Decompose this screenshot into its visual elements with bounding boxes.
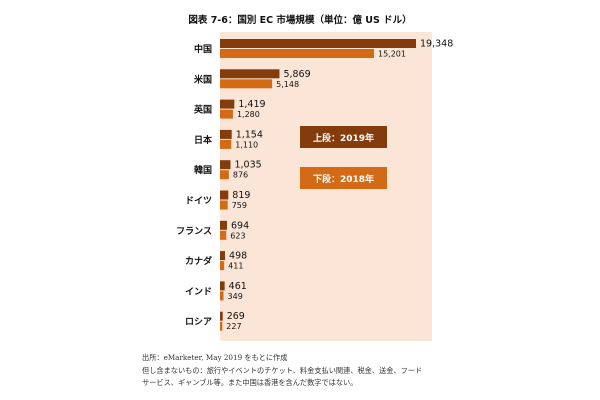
source-note: 出所：eMarketer, May 2019 をもとに作成 <box>142 353 288 362</box>
bar-下段：2018年-7 <box>220 261 225 271</box>
category-label: インド <box>185 286 212 297</box>
value-label-上段：2019年-6: 694 <box>231 220 249 231</box>
bar-上段：2019年-8 <box>220 281 225 291</box>
bar-下段：2018年-5 <box>220 200 228 210</box>
bar-下段：2018年-6 <box>220 230 227 240</box>
exclusion-note-line-2: サービス、ギャンブル等。また中国は香港を含んだ数字ではない。 <box>142 378 358 387</box>
bar-下段：2018年-9 <box>220 321 223 331</box>
bar-上段：2019年-7 <box>220 251 226 261</box>
value-label-下段：2018年-4: 876 <box>233 171 248 180</box>
category-label: 中国 <box>194 43 212 55</box>
chart-notes: 出所：eMarketer, May 2019 をもとに作成 但し含まないもの：旅… <box>142 352 482 390</box>
value-label-上段：2019年-9: 269 <box>227 311 245 322</box>
bar-上段：2019年-1 <box>220 69 280 79</box>
value-label-上段：2019年-2: 1,419 <box>238 99 265 110</box>
bar-下段：2018年-1 <box>220 79 273 89</box>
value-label-下段：2018年-9: 227 <box>226 322 241 331</box>
bar-上段：2019年-5 <box>220 190 229 200</box>
value-label-下段：2018年-5: 759 <box>232 201 247 210</box>
bar-下段：2018年-3 <box>220 139 232 149</box>
category-label: 日本 <box>194 134 213 146</box>
value-label-上段：2019年-0: 19,348 <box>420 39 453 50</box>
bar-下段：2018年-4 <box>220 170 229 180</box>
value-label-下段：2018年-6: 623 <box>230 231 245 240</box>
value-label-上段：2019年-7: 498 <box>229 251 247 262</box>
value-label-下段：2018年-3: 1,110 <box>235 140 258 149</box>
value-label-上段：2019年-1: 5,869 <box>283 69 310 80</box>
bar-上段：2019年-3 <box>220 129 232 139</box>
value-label-下段：2018年-2: 1,280 <box>237 110 260 119</box>
value-label-下段：2018年-1: 5,148 <box>276 80 299 89</box>
value-label-下段：2018年-8: 349 <box>228 292 243 301</box>
category-label: フランス <box>176 226 212 237</box>
category-label: カナダ <box>185 255 212 267</box>
legend-2018: 下段：2018年 <box>300 167 387 189</box>
value-label-上段：2019年-5: 819 <box>232 190 250 201</box>
bars <box>220 39 416 331</box>
chart-title: 図表 7-6：国別 EC 市場規模（単位：億 US ドル） <box>188 15 412 26</box>
bar-上段：2019年-0 <box>220 39 416 48</box>
category-label: ドイツ <box>185 196 212 207</box>
bar-上段：2019年-2 <box>220 99 235 109</box>
bar-上段：2019年-6 <box>220 220 228 230</box>
bar-上段：2019年-9 <box>220 311 223 321</box>
bar-上段：2019年-4 <box>220 160 231 170</box>
value-label-上段：2019年-8: 461 <box>229 281 247 292</box>
bar-下段：2018年-8 <box>220 291 224 301</box>
bar-下段：2018年-0 <box>220 49 374 58</box>
exclusion-note-line-1: 但し含まないもの：旅行やイベントのチケット、料金支払い関連、税金、送金、フード <box>142 365 423 375</box>
category-label: 韓国 <box>194 164 212 176</box>
category-label: 英国 <box>193 104 212 116</box>
category-label: ロシア <box>185 317 212 328</box>
bar-下段：2018年-2 <box>220 109 233 119</box>
value-label-上段：2019年-4: 1,035 <box>234 160 261 171</box>
value-label-上段：2019年-3: 1,154 <box>236 129 263 140</box>
value-label-下段：2018年-0: 15,201 <box>378 50 406 59</box>
legend-2019: 上段：2019年 <box>300 126 387 148</box>
value-label-下段：2018年-7: 411 <box>228 262 243 271</box>
category-label: 米国 <box>193 73 212 85</box>
